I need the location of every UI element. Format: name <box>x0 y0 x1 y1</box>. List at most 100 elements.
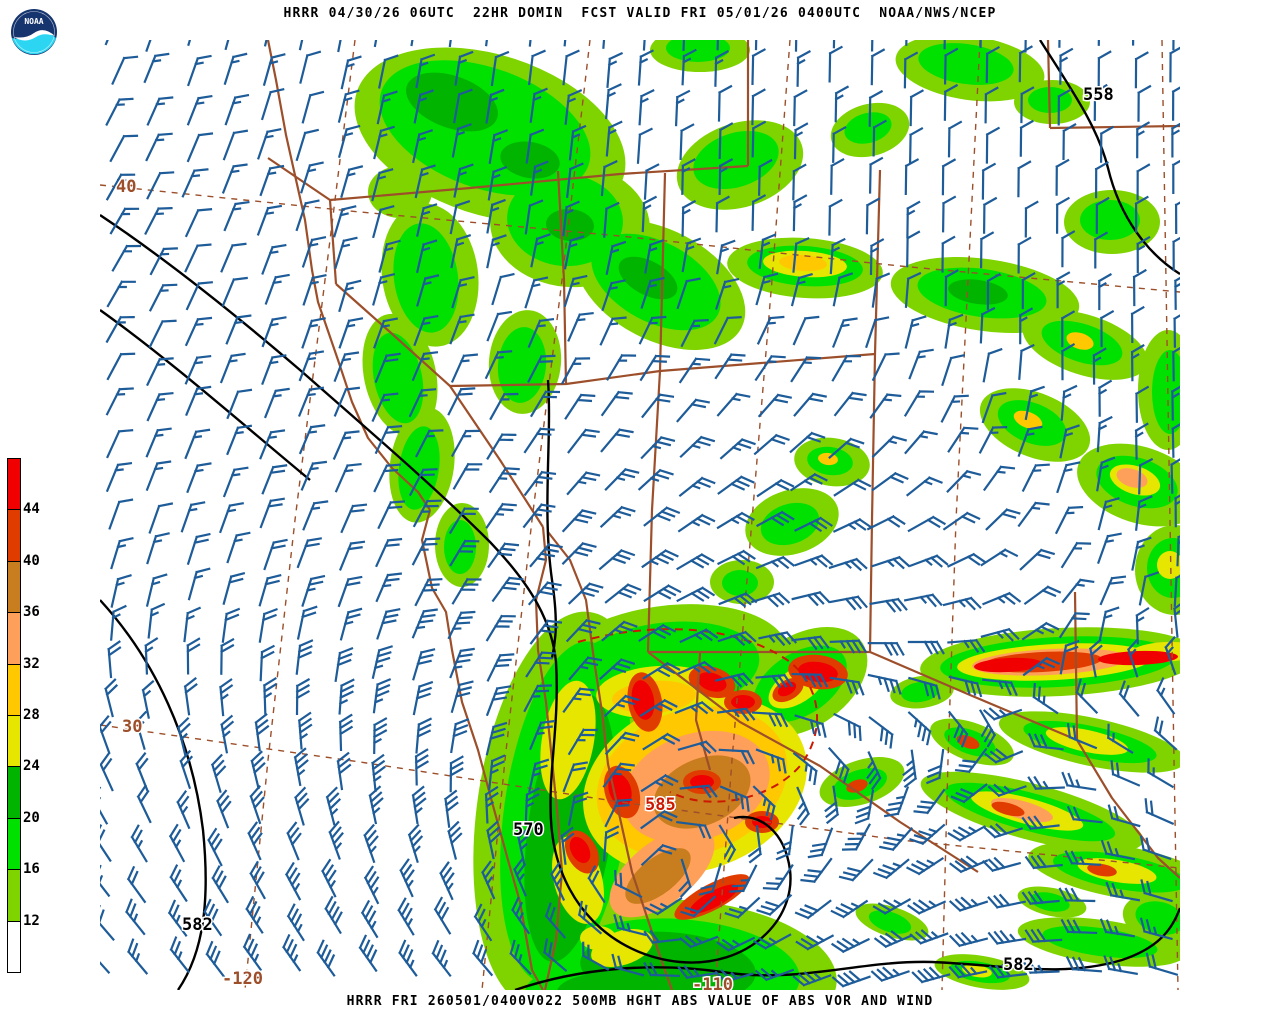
wind-barb <box>984 748 1024 764</box>
wind-barb <box>525 651 557 678</box>
wind-barb <box>832 517 873 533</box>
vorticity-fill-layer <box>354 40 1180 990</box>
wind-barb <box>757 158 773 196</box>
geo-border <box>868 353 877 653</box>
wind-barb <box>679 628 719 644</box>
height-contours-layer <box>100 40 1180 990</box>
wind-barb <box>169 864 188 903</box>
wind-barb <box>906 230 921 268</box>
wind-barb <box>1093 83 1108 121</box>
wind-barb <box>1136 235 1151 274</box>
wind-barb <box>719 785 750 812</box>
wind-barb <box>1170 122 1180 158</box>
wind-barb <box>1018 343 1035 380</box>
wind-barb <box>718 158 734 196</box>
wind-barb <box>714 353 746 380</box>
wind-barb <box>1017 425 1043 458</box>
wind-barb <box>940 394 969 423</box>
wind-barb <box>261 354 287 386</box>
wind-barb <box>296 537 322 569</box>
wind-barb <box>908 127 924 164</box>
wind-barb <box>1058 47 1074 85</box>
wind-barb <box>491 272 515 306</box>
vorticity-blob <box>948 279 1008 305</box>
wind-barb <box>605 120 623 157</box>
wind-barb <box>606 51 624 88</box>
wind-barb <box>516 827 531 867</box>
wind-barb <box>249 784 265 825</box>
wind-barb <box>640 843 677 867</box>
wind-barb <box>412 648 436 681</box>
wind-barb <box>523 470 557 497</box>
wind-barb <box>338 678 355 715</box>
wind-barb <box>106 352 136 381</box>
wind-barb <box>751 194 767 231</box>
wind-barb <box>678 357 711 384</box>
wind-barb <box>567 311 594 342</box>
wind-barb <box>184 428 211 460</box>
colorbar-tick-label: 24 <box>23 758 40 775</box>
wind-barb <box>1173 574 1180 607</box>
wind-barb <box>947 638 986 654</box>
wind-barb <box>375 572 403 603</box>
wind-barb <box>472 939 494 977</box>
wind-barb <box>108 498 134 530</box>
wind-barb <box>431 939 452 978</box>
wind-barb <box>1174 494 1180 528</box>
wind-barb <box>187 567 211 601</box>
wind-barb <box>377 500 405 530</box>
wind-barb <box>679 123 695 160</box>
wind-barb <box>222 466 249 498</box>
wind-barb <box>718 824 737 863</box>
wind-barb <box>219 352 246 384</box>
wind-barb <box>334 236 358 269</box>
wind-barb <box>1024 928 1063 944</box>
wind-barb <box>259 164 285 197</box>
wind-barb <box>146 391 174 422</box>
wind-barb <box>544 902 567 939</box>
wind-barb <box>983 823 1023 839</box>
wind-barb <box>450 234 472 269</box>
colorbar-segment <box>7 766 21 819</box>
wind-barbs-layer <box>100 40 1180 988</box>
wind-barb <box>909 929 949 945</box>
wind-barb <box>1103 955 1138 976</box>
wind-barb <box>148 502 174 534</box>
wind-barb <box>581 941 610 971</box>
wind-barb <box>451 275 475 309</box>
wind-barb <box>333 205 357 238</box>
wind-barb <box>911 966 951 984</box>
wind-barb <box>433 896 452 935</box>
wind-barb <box>643 929 682 945</box>
wind-barb <box>716 392 751 417</box>
wind-barb <box>565 162 584 199</box>
wind-barb <box>1075 678 1099 715</box>
wind-barb <box>754 354 786 382</box>
vorticity-blob <box>569 836 591 864</box>
wind-barb <box>946 469 982 493</box>
wind-barb <box>756 510 795 528</box>
wind-barb <box>254 712 270 752</box>
wind-barb <box>605 83 622 120</box>
wind-barb <box>830 899 869 919</box>
wind-barb <box>528 758 550 793</box>
colorbar-tick-label: 44 <box>23 501 40 518</box>
wind-barb <box>947 710 969 748</box>
wind-barb <box>830 158 845 195</box>
noaa-logo-ring <box>13 11 55 53</box>
wind-barb <box>724 896 761 919</box>
wind-barb <box>643 163 660 200</box>
wind-barb <box>339 607 363 641</box>
wind-barb <box>1060 541 1092 569</box>
wind-barb <box>638 623 677 643</box>
wind-barb <box>641 195 658 233</box>
wind-barb <box>638 89 655 126</box>
wind-barb <box>611 953 645 977</box>
wind-barb <box>716 936 756 952</box>
wind-barb <box>600 390 633 417</box>
wind-barb <box>560 357 591 385</box>
wind-barb <box>185 281 213 311</box>
wind-barb <box>729 864 758 893</box>
wind-barb <box>529 390 561 418</box>
wind-barb <box>1021 621 1060 641</box>
